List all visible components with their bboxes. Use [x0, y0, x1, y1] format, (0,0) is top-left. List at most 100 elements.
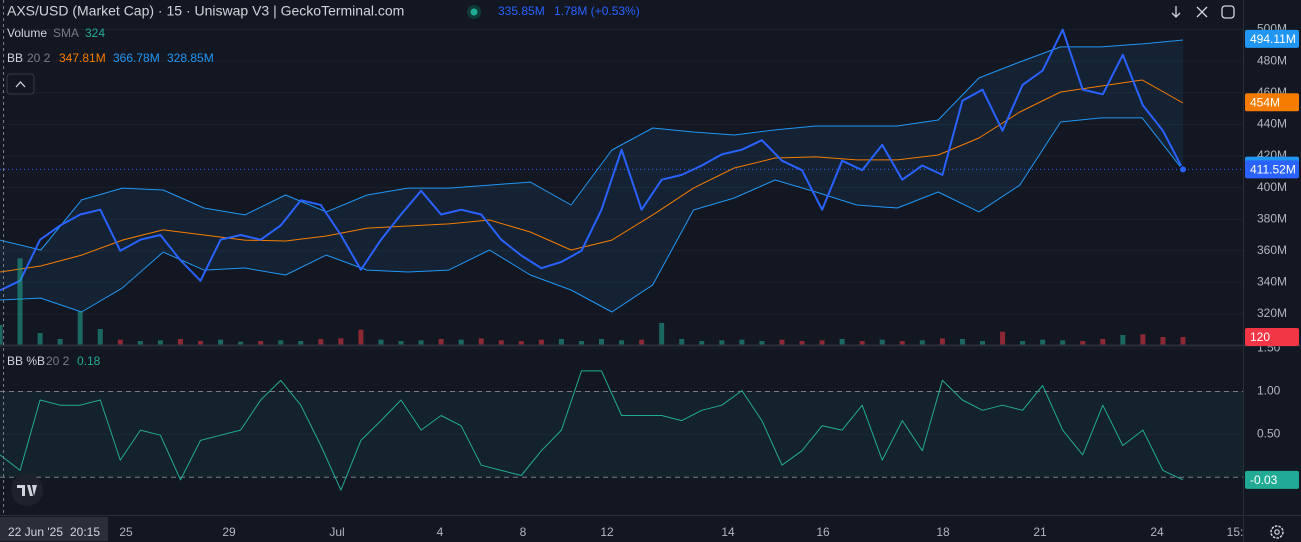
crosshair-time-box: [0, 517, 108, 541]
volume-bar: [478, 338, 484, 345]
price-badge-label: 411.52M: [1250, 163, 1296, 177]
band-fill: [0, 391, 1243, 478]
volume-bar: [719, 340, 725, 345]
legend-pb: BB %B: [7, 354, 45, 368]
y-tick-label: 0.50: [1257, 427, 1281, 441]
gear-outer: [1270, 525, 1284, 539]
volume-bar: [318, 339, 324, 345]
legend-volume-value: 324: [85, 26, 105, 40]
fullscreen-icon: [1221, 5, 1235, 19]
price-badge: [1245, 470, 1299, 489]
volume-bar: [1040, 339, 1046, 345]
x-tick-label: 16: [816, 525, 830, 539]
price-badge: [1245, 328, 1299, 346]
volume-bar: [919, 340, 925, 345]
last-point: [1179, 165, 1187, 174]
x-tick-label: 14: [721, 525, 735, 539]
legend-volume-ma: SMA: [53, 26, 79, 40]
price-badge-label: 120: [1250, 330, 1270, 344]
price-badge-label: 494.11M: [1250, 32, 1296, 46]
gear-inner: [1274, 529, 1280, 535]
volume-bar: [198, 341, 204, 345]
volume-bar: [739, 339, 745, 345]
settings[interactable]: [1270, 525, 1284, 539]
legend-bb-params: 20 2: [27, 51, 51, 65]
price-badge-label: -0.03: [1250, 473, 1278, 487]
volume-bar: [659, 323, 665, 345]
volume-bar: [939, 338, 945, 345]
volume-bar: [57, 339, 63, 345]
volume-bar: [238, 341, 244, 345]
volume-bar: [599, 339, 605, 345]
volume-bar: [859, 341, 865, 345]
volume-bar: [498, 340, 504, 345]
volume-bar: [137, 341, 143, 345]
x-tick-label: 25: [119, 525, 133, 539]
fullscreen-button[interactable]: [1217, 1, 1239, 23]
volume-bar: [959, 339, 965, 345]
volume-bar: [1140, 334, 1146, 345]
x-tick-label: 12: [600, 525, 614, 539]
volume-bar: [1180, 337, 1186, 345]
legend-bb-lower: 328.85M: [167, 51, 214, 65]
series-line: [0, 79, 1184, 273]
x-tick-label: 8: [520, 525, 527, 539]
volume-bar: [699, 341, 705, 345]
volume-bar: [899, 341, 905, 345]
y-tick-label: 360M: [1257, 243, 1287, 257]
volume-bar: [619, 340, 625, 345]
toolbar: [1165, 1, 1239, 23]
volume-bar: [538, 339, 544, 345]
volume-bar: [218, 339, 224, 345]
x-tick-label: 18: [936, 525, 950, 539]
volume-bar: [117, 339, 123, 345]
volume-bar: [157, 340, 163, 345]
x-tick-label: 4: [437, 525, 444, 539]
y-tick-label: 1.00: [1257, 384, 1281, 398]
series-line: [0, 117, 1184, 313]
x-tick-label: 24: [1150, 525, 1164, 539]
legend-pb-params: 20 2: [46, 354, 70, 368]
volume-bar: [558, 339, 564, 345]
price-badge: [1245, 29, 1299, 48]
volume-bar: [77, 311, 83, 345]
volume-bar: [1120, 335, 1126, 345]
collapse-button[interactable]: [6, 73, 35, 95]
volume-bar: [17, 258, 23, 345]
y-tick-label: 400M: [1257, 180, 1287, 194]
volume-bar: [1000, 331, 1006, 345]
volume-bar: [839, 339, 845, 345]
volume-bar: [578, 341, 584, 345]
y-tick-label: 480M: [1257, 53, 1287, 67]
price-badge: [1245, 160, 1299, 179]
volume-bar: [1020, 341, 1026, 345]
stat-change: 1.78M (+0.53%): [554, 4, 640, 18]
legend-volume: Volume: [7, 26, 47, 40]
series-line: [0, 370, 1184, 491]
volume-bar: [639, 339, 645, 345]
volume-bar: [298, 341, 304, 345]
volume-bar: [1160, 337, 1166, 345]
volume-bar: [679, 339, 685, 345]
volume-bar: [1100, 339, 1106, 345]
volume-bar: [338, 338, 344, 345]
y-tick-label: 340M: [1257, 275, 1287, 289]
volume-bar: [759, 341, 765, 345]
y-tick-label: 380M: [1257, 211, 1287, 225]
volume-bar: [418, 340, 424, 345]
volume-bar: [177, 339, 183, 345]
y-tick-label: 320M: [1257, 306, 1287, 320]
volume-bar: [979, 341, 985, 345]
x-tick-label: 22 Jun '25: [8, 525, 63, 539]
band-fill: [0, 40, 1183, 312]
plot-layer: 320M340M360M380M400M420M440M460M480M500M…: [0, 22, 1287, 491]
volume-bar: [879, 339, 885, 345]
logo-circle: [11, 474, 43, 506]
volume-bar: [518, 341, 524, 345]
y-tick-label: 440M: [1257, 117, 1287, 131]
volume-bar: [438, 339, 444, 345]
volume-bar: [458, 339, 464, 345]
x-tick-label: Jul: [329, 525, 344, 539]
status-dot: [470, 8, 478, 16]
